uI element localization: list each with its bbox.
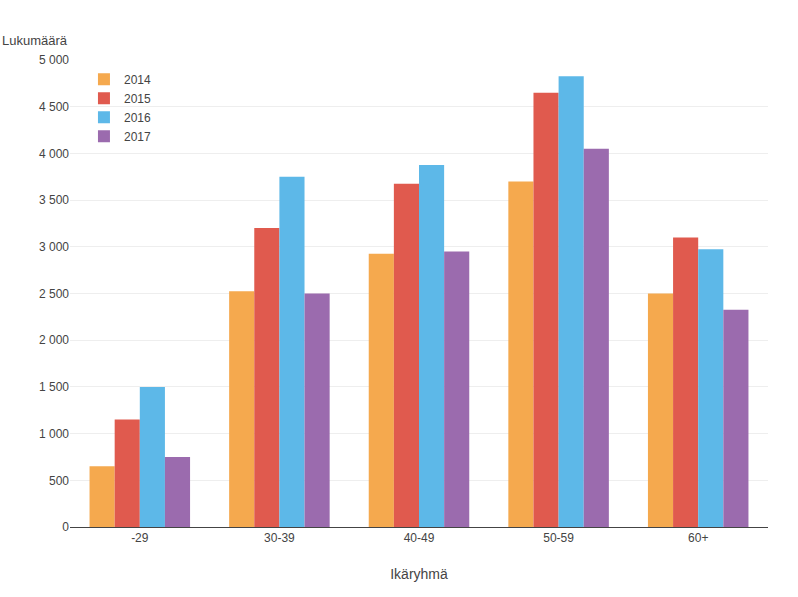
svg-text:-29: -29 (131, 531, 149, 545)
svg-text:40-49: 40-49 (404, 531, 435, 545)
svg-text:2 500: 2 500 (39, 287, 69, 301)
svg-text:3 000: 3 000 (39, 240, 69, 254)
svg-text:5 000: 5 000 (39, 53, 69, 67)
svg-text:2016: 2016 (124, 111, 151, 125)
svg-text:2014: 2014 (124, 73, 151, 87)
svg-text:Lukumäärä: Lukumäärä (2, 33, 68, 48)
svg-text:30-39: 30-39 (264, 531, 295, 545)
svg-text:3 500: 3 500 (39, 193, 69, 207)
svg-text:0: 0 (62, 520, 69, 534)
svg-text:50-59: 50-59 (543, 531, 574, 545)
svg-text:1 000: 1 000 (39, 427, 69, 441)
svg-text:2017: 2017 (124, 130, 151, 144)
svg-text:Ikäryhmä: Ikäryhmä (390, 566, 448, 582)
svg-text:60+: 60+ (688, 531, 708, 545)
svg-text:2 000: 2 000 (39, 333, 69, 347)
svg-text:1 500: 1 500 (39, 380, 69, 394)
svg-text:4 000: 4 000 (39, 147, 69, 161)
svg-text:500: 500 (49, 474, 69, 488)
svg-text:4 500: 4 500 (39, 100, 69, 114)
svg-text:2015: 2015 (124, 92, 151, 106)
